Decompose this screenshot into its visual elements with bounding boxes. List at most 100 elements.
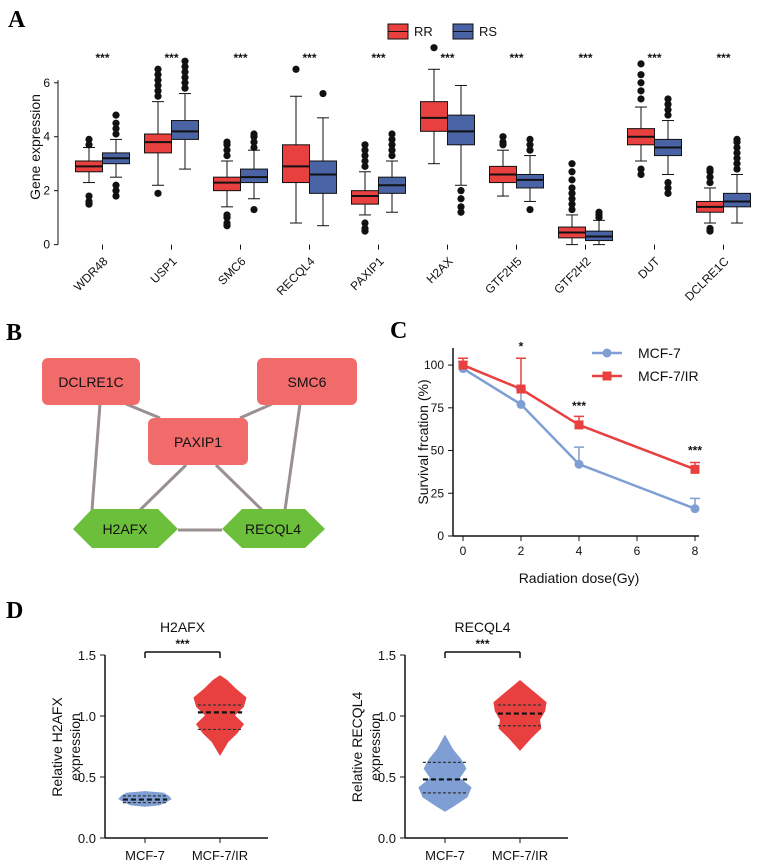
significance-label: *** bbox=[95, 51, 109, 65]
outlier-point bbox=[223, 151, 231, 160]
outlier-point bbox=[664, 111, 672, 119]
outlier-point bbox=[85, 135, 93, 144]
node-paxip1-box bbox=[148, 418, 248, 465]
y-tick-label: 2 bbox=[43, 184, 50, 198]
outlier-point bbox=[154, 87, 162, 95]
legend-label: MCF-7/IR bbox=[638, 368, 699, 384]
node-dclre1c-label: DCLRE1C bbox=[58, 374, 123, 390]
y-tick-label: 6 bbox=[43, 76, 50, 90]
data-point bbox=[574, 420, 584, 430]
outlier-point bbox=[457, 208, 465, 216]
outlier-point bbox=[292, 65, 300, 73]
y-tick-label: 75 bbox=[431, 401, 445, 415]
outlier-point bbox=[85, 200, 93, 208]
outlier-point bbox=[706, 224, 714, 233]
outlier-point bbox=[637, 60, 645, 68]
data-point bbox=[516, 384, 526, 394]
box-rs bbox=[240, 168, 268, 184]
outlier-point bbox=[388, 141, 396, 149]
box-rs bbox=[516, 173, 544, 189]
x-tick-label: RECQL4 bbox=[274, 254, 318, 298]
outlier-point bbox=[361, 162, 369, 170]
box-rs bbox=[447, 114, 475, 146]
outlier-point bbox=[457, 203, 465, 211]
outlier-point bbox=[112, 187, 120, 195]
data-point bbox=[516, 399, 526, 409]
node-recql4-label: RECQL4 bbox=[245, 521, 301, 537]
outlier-point bbox=[526, 205, 534, 214]
outlier-point bbox=[430, 44, 438, 52]
box-rs bbox=[723, 192, 751, 208]
violin-mcf-7/ir bbox=[193, 675, 247, 756]
significance-label: *** bbox=[688, 444, 702, 458]
outlier-point bbox=[568, 184, 576, 192]
violin-title: H2AFX bbox=[160, 619, 206, 635]
significance-label: *** bbox=[578, 51, 592, 65]
outlier-point bbox=[637, 71, 645, 79]
survival-chart: 0 25 50 75 100 0 2 4 6 8 Radiation dose(Gy) Surviva… bbox=[415, 339, 702, 586]
y-tick-label: 0.0 bbox=[378, 831, 396, 846]
panel-letter-b: B bbox=[6, 320, 22, 346]
legend-label-rs: RS bbox=[479, 24, 497, 39]
x-tick-label: DUT bbox=[635, 254, 663, 282]
significance-label: *** bbox=[164, 51, 178, 65]
outlier-point bbox=[181, 62, 189, 71]
significance-label: *** bbox=[647, 51, 661, 65]
edge-smc6-recql4 bbox=[283, 403, 302, 511]
outlier-point bbox=[706, 178, 714, 187]
outlier-point bbox=[637, 170, 645, 179]
outlier-point bbox=[733, 154, 741, 162]
outlier-point bbox=[706, 165, 714, 173]
y-tick-label: 1.5 bbox=[378, 648, 396, 663]
outlier-point bbox=[154, 92, 162, 100]
outlier-point bbox=[319, 89, 327, 98]
outlier-point bbox=[733, 149, 741, 157]
outlier-point bbox=[361, 219, 369, 227]
significance-label: *** bbox=[509, 51, 523, 65]
outlier-point bbox=[664, 184, 672, 192]
node-paxip1-label: PAXIP1 bbox=[174, 434, 222, 450]
x-tick-label: MCF-7 bbox=[125, 848, 165, 863]
panel-letter-c: C bbox=[390, 318, 407, 344]
data-point bbox=[690, 504, 700, 514]
box-rr bbox=[420, 101, 448, 132]
outlier-point bbox=[250, 205, 258, 214]
outlier-point bbox=[568, 205, 576, 214]
violin-mcf-7 bbox=[418, 735, 472, 812]
outlier-point bbox=[457, 187, 465, 195]
outlier-point bbox=[664, 100, 672, 108]
outlier-point bbox=[223, 138, 231, 146]
box-rs bbox=[171, 120, 199, 140]
outlier-point bbox=[526, 146, 534, 154]
node-dclre1c: DCLRE1C bbox=[42, 358, 140, 405]
outlier-point bbox=[112, 192, 120, 200]
outlier-point bbox=[733, 143, 741, 152]
y-tick-label: 0 bbox=[437, 529, 444, 543]
outlier-point bbox=[706, 173, 714, 181]
outlier-point bbox=[388, 146, 396, 154]
data-point bbox=[690, 464, 700, 474]
panel-letter-d: D bbox=[6, 598, 23, 624]
node-smc6: SMC6 bbox=[257, 358, 357, 405]
edge-paxip1-h2afx bbox=[138, 463, 188, 512]
significance-label: *** bbox=[233, 51, 247, 65]
outlier-point bbox=[526, 135, 534, 144]
node-dclre1c-box bbox=[42, 358, 140, 405]
outlier-point bbox=[250, 143, 258, 152]
outlier-point bbox=[568, 200, 576, 208]
legend-marker bbox=[602, 371, 612, 381]
significance-label: *** bbox=[175, 637, 189, 651]
node-paxip1: PAXIP1 bbox=[148, 418, 248, 465]
box-rr bbox=[213, 176, 241, 192]
x-axis-title: Radiation dose(Gy) bbox=[519, 570, 640, 586]
y-tick-label: 1.0 bbox=[378, 709, 396, 724]
significance-label: *** bbox=[475, 637, 489, 651]
network-panel: DCLRE1C SMC6 PAXIP1 H2AFX RECQL4 bbox=[42, 358, 357, 548]
x-tick-label: PAXIP1 bbox=[348, 254, 387, 293]
legend-label: MCF-7 bbox=[638, 345, 681, 361]
edge-smc6-paxip1 bbox=[239, 402, 273, 420]
outlier-point bbox=[181, 79, 189, 87]
significance-label: *** bbox=[371, 51, 385, 65]
outlier-point bbox=[154, 189, 162, 197]
